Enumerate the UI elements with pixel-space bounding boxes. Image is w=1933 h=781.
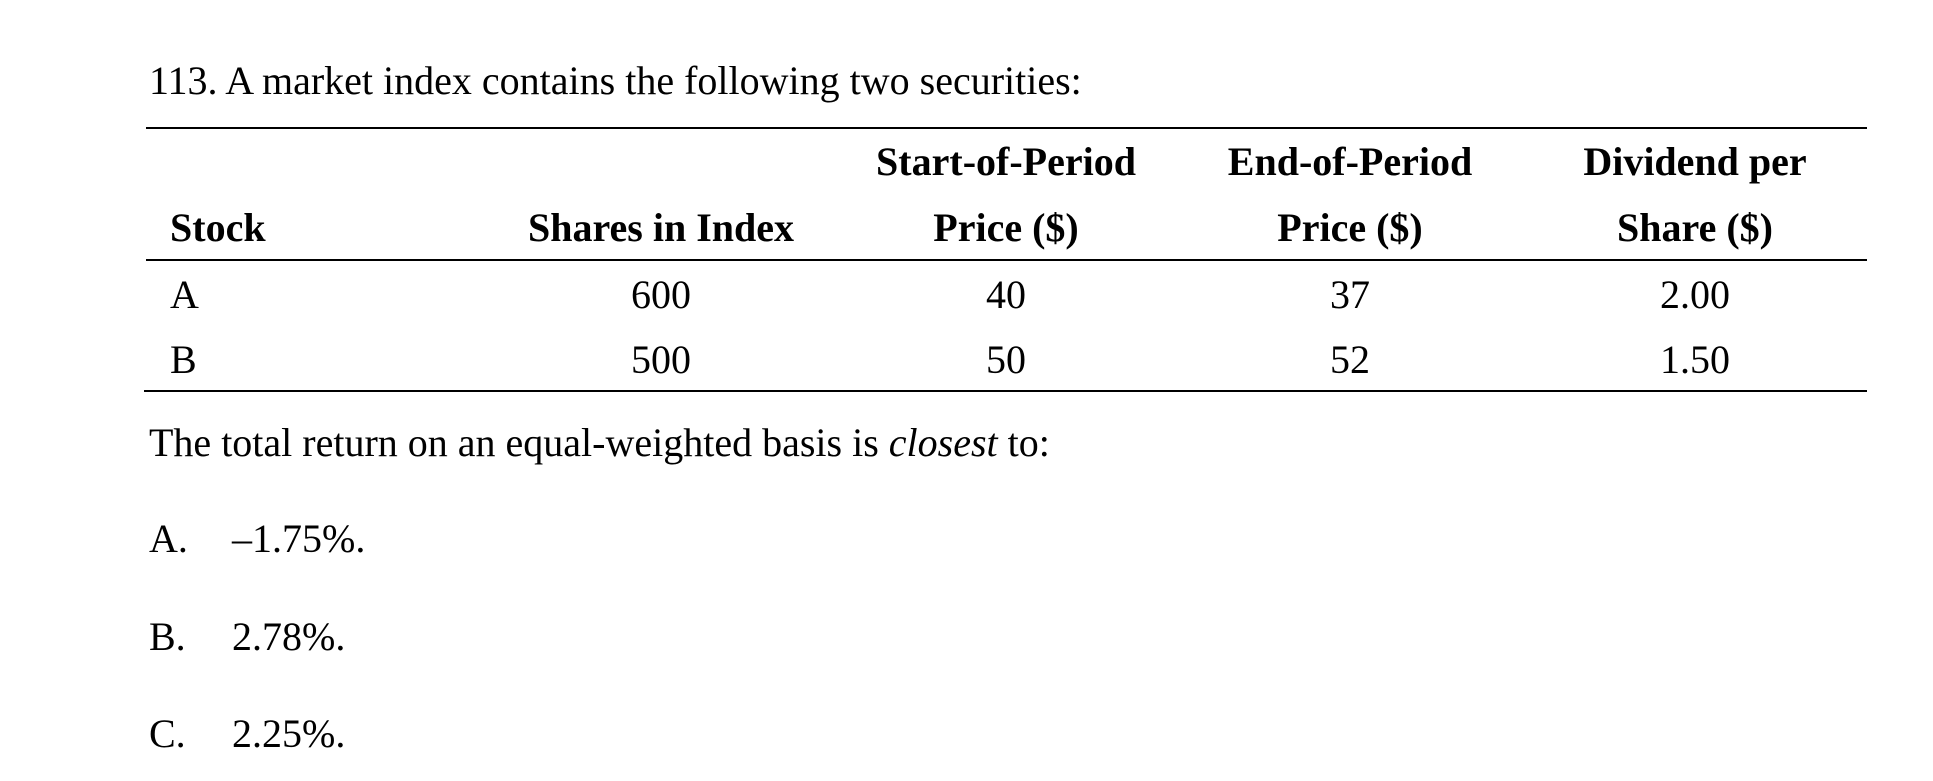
- table-cell: 1.50: [1660, 337, 1730, 382]
- option-text: 2.78%.: [232, 613, 346, 659]
- table-bottom-rule: [144, 390, 1867, 392]
- option-text: –1.75%.: [232, 516, 366, 561]
- table-cell: 50: [986, 337, 1026, 382]
- table-cell: 600: [631, 272, 691, 317]
- option-text: 2.25%.: [232, 711, 346, 756]
- option-letter: A.: [149, 516, 188, 561]
- column-header: End-of-Period: [1227, 139, 1473, 184]
- column-header: Price ($): [933, 205, 1079, 250]
- prompt: The total return on an equal-weighted ba…: [149, 423, 1050, 463]
- column-header: Shares in Index: [527, 205, 795, 250]
- option-letter: B.: [149, 613, 186, 659]
- table-cell: 37: [1330, 272, 1370, 317]
- table-top-rule: [146, 127, 1867, 129]
- question-title: 113. A market index contains the followi…: [149, 58, 1082, 103]
- prompt-emphasis: closest: [888, 420, 998, 465]
- option-letter: C.: [149, 711, 186, 756]
- table-cell: 52: [1330, 337, 1370, 382]
- table-cell: 40: [986, 272, 1026, 317]
- table-cell: B: [170, 337, 197, 382]
- column-header: Stock: [170, 205, 266, 250]
- column-header: Dividend per: [1583, 139, 1807, 184]
- table-cell: 2.00: [1660, 272, 1730, 317]
- column-header: Price ($): [1277, 205, 1423, 250]
- prompt-text: to:: [997, 420, 1050, 465]
- prompt-text: The total return on an equal-weighted ba…: [149, 420, 889, 465]
- table-cell: A: [170, 272, 199, 317]
- column-header: Start-of-Period: [876, 139, 1136, 184]
- table-cell: 500: [631, 337, 691, 382]
- table-header-rule: [146, 259, 1867, 261]
- column-header: Share ($): [1617, 205, 1773, 250]
